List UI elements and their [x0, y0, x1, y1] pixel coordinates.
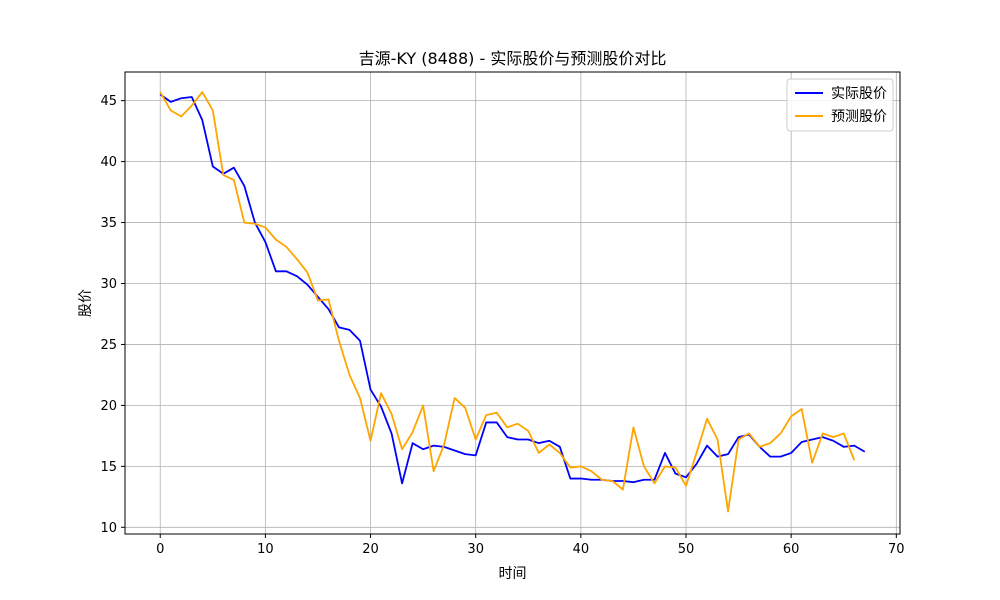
x-tick-label: 20: [362, 542, 379, 557]
x-tick-label: 10: [257, 542, 274, 557]
x-axis-ticks: 0 10 20 30 40 50 60 70: [156, 534, 905, 557]
x-tick-label: 60: [783, 542, 800, 557]
x-tick-label: 30: [467, 542, 484, 557]
x-tick-label: 40: [573, 542, 590, 557]
y-tick-label: 20: [100, 399, 117, 414]
series-lines: [159, 91, 866, 513]
y-tick-label: 45: [100, 94, 117, 109]
series-line-1: [159, 91, 856, 513]
y-tick-label: 30: [100, 277, 117, 292]
x-tick-label: 70: [888, 542, 905, 557]
y-axis-ticks: 10 15 20 25 30 35 40 45: [100, 94, 125, 536]
y-tick-label: 15: [100, 460, 117, 475]
legend-label-0: 实际股价: [831, 86, 887, 102]
y-tick-label: 25: [100, 338, 117, 353]
x-axis-label: 时间: [499, 566, 527, 582]
y-tick-label: 40: [100, 155, 117, 170]
x-tick-label: 50: [678, 542, 695, 557]
y-axis-label: 股价: [78, 289, 94, 317]
chart-title: 吉源-KY (8488) - 实际股价与预测股价对比: [359, 49, 667, 68]
legend-label-1: 预测股价: [831, 109, 887, 125]
grid: [125, 72, 900, 534]
y-tick-label: 35: [100, 216, 117, 231]
y-tick-label: 10: [100, 521, 117, 536]
x-tick-label: 0: [156, 542, 164, 557]
plot-frame: [124, 71, 901, 535]
